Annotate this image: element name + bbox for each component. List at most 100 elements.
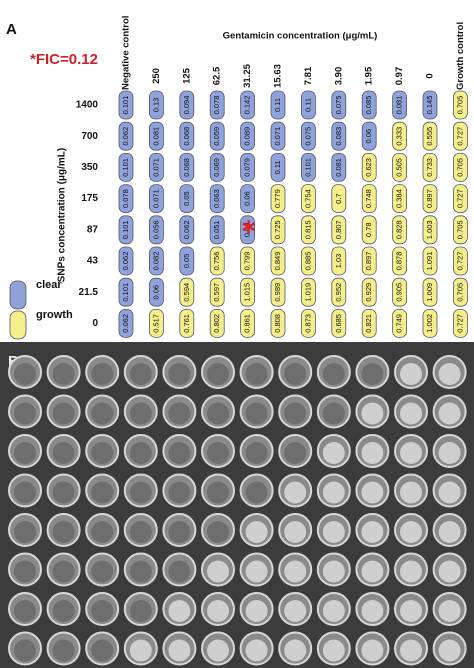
- well-inner: [438, 363, 461, 385]
- cell-value: 0.685: [334, 314, 343, 333]
- cell-value: 0.761: [182, 314, 191, 333]
- cell-value: 0.071: [151, 189, 160, 208]
- well-inner: [52, 481, 75, 504]
- tube: [452, 215, 468, 245]
- well-inner: [322, 363, 345, 385]
- tube: [300, 308, 316, 338]
- well-inner: [168, 521, 191, 543]
- cell-value: 0.885: [303, 252, 312, 271]
- tube: [392, 246, 408, 276]
- cell-value: 0.075: [334, 96, 343, 115]
- well-inner: [129, 639, 152, 662]
- tube: [452, 246, 468, 276]
- tube: [148, 277, 164, 307]
- tube: [270, 90, 286, 120]
- tube: [331, 277, 347, 307]
- well-inner: [52, 639, 75, 662]
- cell-value: 0.083: [334, 127, 343, 146]
- cell-value: 0.517: [151, 314, 160, 333]
- well-inner: [245, 639, 268, 662]
- tube: [270, 215, 286, 245]
- cell-value: 0.081: [151, 127, 160, 146]
- tube: [361, 90, 377, 120]
- well-inner: [438, 442, 461, 464]
- cell-value: 0.897: [364, 252, 373, 271]
- cell-value: 0.13: [151, 98, 160, 113]
- well-inner: [361, 521, 384, 543]
- tube: [179, 277, 195, 307]
- tube: [392, 184, 408, 214]
- well-inner: [245, 363, 268, 385]
- column-header: 125: [181, 67, 192, 84]
- well-inner: [361, 442, 384, 464]
- tube: [148, 184, 164, 214]
- cell-value: 0.101: [121, 283, 130, 302]
- tube: [452, 90, 468, 120]
- well-inner: [361, 363, 384, 385]
- cell-value: 0.705: [455, 96, 464, 115]
- cell-value: 1.019: [303, 283, 312, 302]
- tube: [331, 90, 347, 120]
- cell-value: 0.861: [243, 314, 252, 333]
- column-header: Growth control: [455, 22, 466, 90]
- well-inner: [245, 481, 268, 504]
- cell-value: 0.828: [395, 220, 404, 239]
- well-inner: [207, 521, 229, 543]
- tube: [300, 90, 316, 120]
- well-inner: [322, 639, 345, 662]
- well-inner: [168, 600, 191, 622]
- column-header: 3.90: [333, 67, 344, 86]
- well-inner: [14, 481, 36, 504]
- row-label: 350: [81, 162, 98, 173]
- well-inner: [284, 481, 307, 504]
- row-label: 0: [92, 318, 98, 329]
- cell-value: 0.06: [243, 191, 252, 206]
- cell-value: 0.505: [395, 158, 404, 177]
- tube: [118, 246, 134, 276]
- well-inner: [14, 521, 36, 543]
- tube: [331, 184, 347, 214]
- well-inner: [168, 560, 191, 583]
- well-inner: [91, 521, 114, 543]
- tube: [422, 246, 438, 276]
- cell-value: 0.384: [395, 189, 404, 208]
- tube: [452, 277, 468, 307]
- tube: [209, 246, 225, 276]
- tube: [148, 152, 164, 182]
- cell-value: 0.754: [303, 189, 312, 208]
- cell-value: 0.082: [151, 252, 160, 271]
- well-inner: [168, 481, 191, 504]
- well-inner: [129, 442, 152, 464]
- tube: [179, 121, 195, 151]
- tube: [392, 308, 408, 338]
- well-inner: [322, 442, 345, 464]
- tube: [331, 121, 347, 151]
- tube: [422, 308, 438, 338]
- row-label: 700: [81, 131, 98, 142]
- well-inner: [14, 560, 36, 583]
- cell-value: 0.062: [182, 220, 191, 239]
- cell-value: 0.555: [425, 127, 434, 146]
- tube: [270, 152, 286, 182]
- tube: [422, 90, 438, 120]
- cell-value: 0.05: [182, 254, 191, 269]
- cell-value: 0.727: [455, 314, 464, 333]
- well-inner: [52, 560, 75, 583]
- tube: [209, 90, 225, 120]
- tube: [179, 308, 195, 338]
- well-inner: [52, 521, 75, 543]
- tube: [361, 215, 377, 245]
- well-inner: [361, 402, 384, 425]
- cell-value: 0.878: [395, 252, 404, 271]
- cell-value: 0.094: [182, 96, 191, 115]
- well-inner: [14, 363, 36, 385]
- column-header: 0: [425, 73, 436, 78]
- cell-value: 0.808: [273, 314, 282, 333]
- cell-value: 0.145: [425, 96, 434, 115]
- tube: [209, 308, 225, 338]
- cell-value: 0.727: [455, 252, 464, 271]
- well-inner: [400, 600, 422, 622]
- tube: [422, 277, 438, 307]
- column-header: 62.5: [212, 66, 223, 85]
- column-header: Negative control: [121, 16, 132, 90]
